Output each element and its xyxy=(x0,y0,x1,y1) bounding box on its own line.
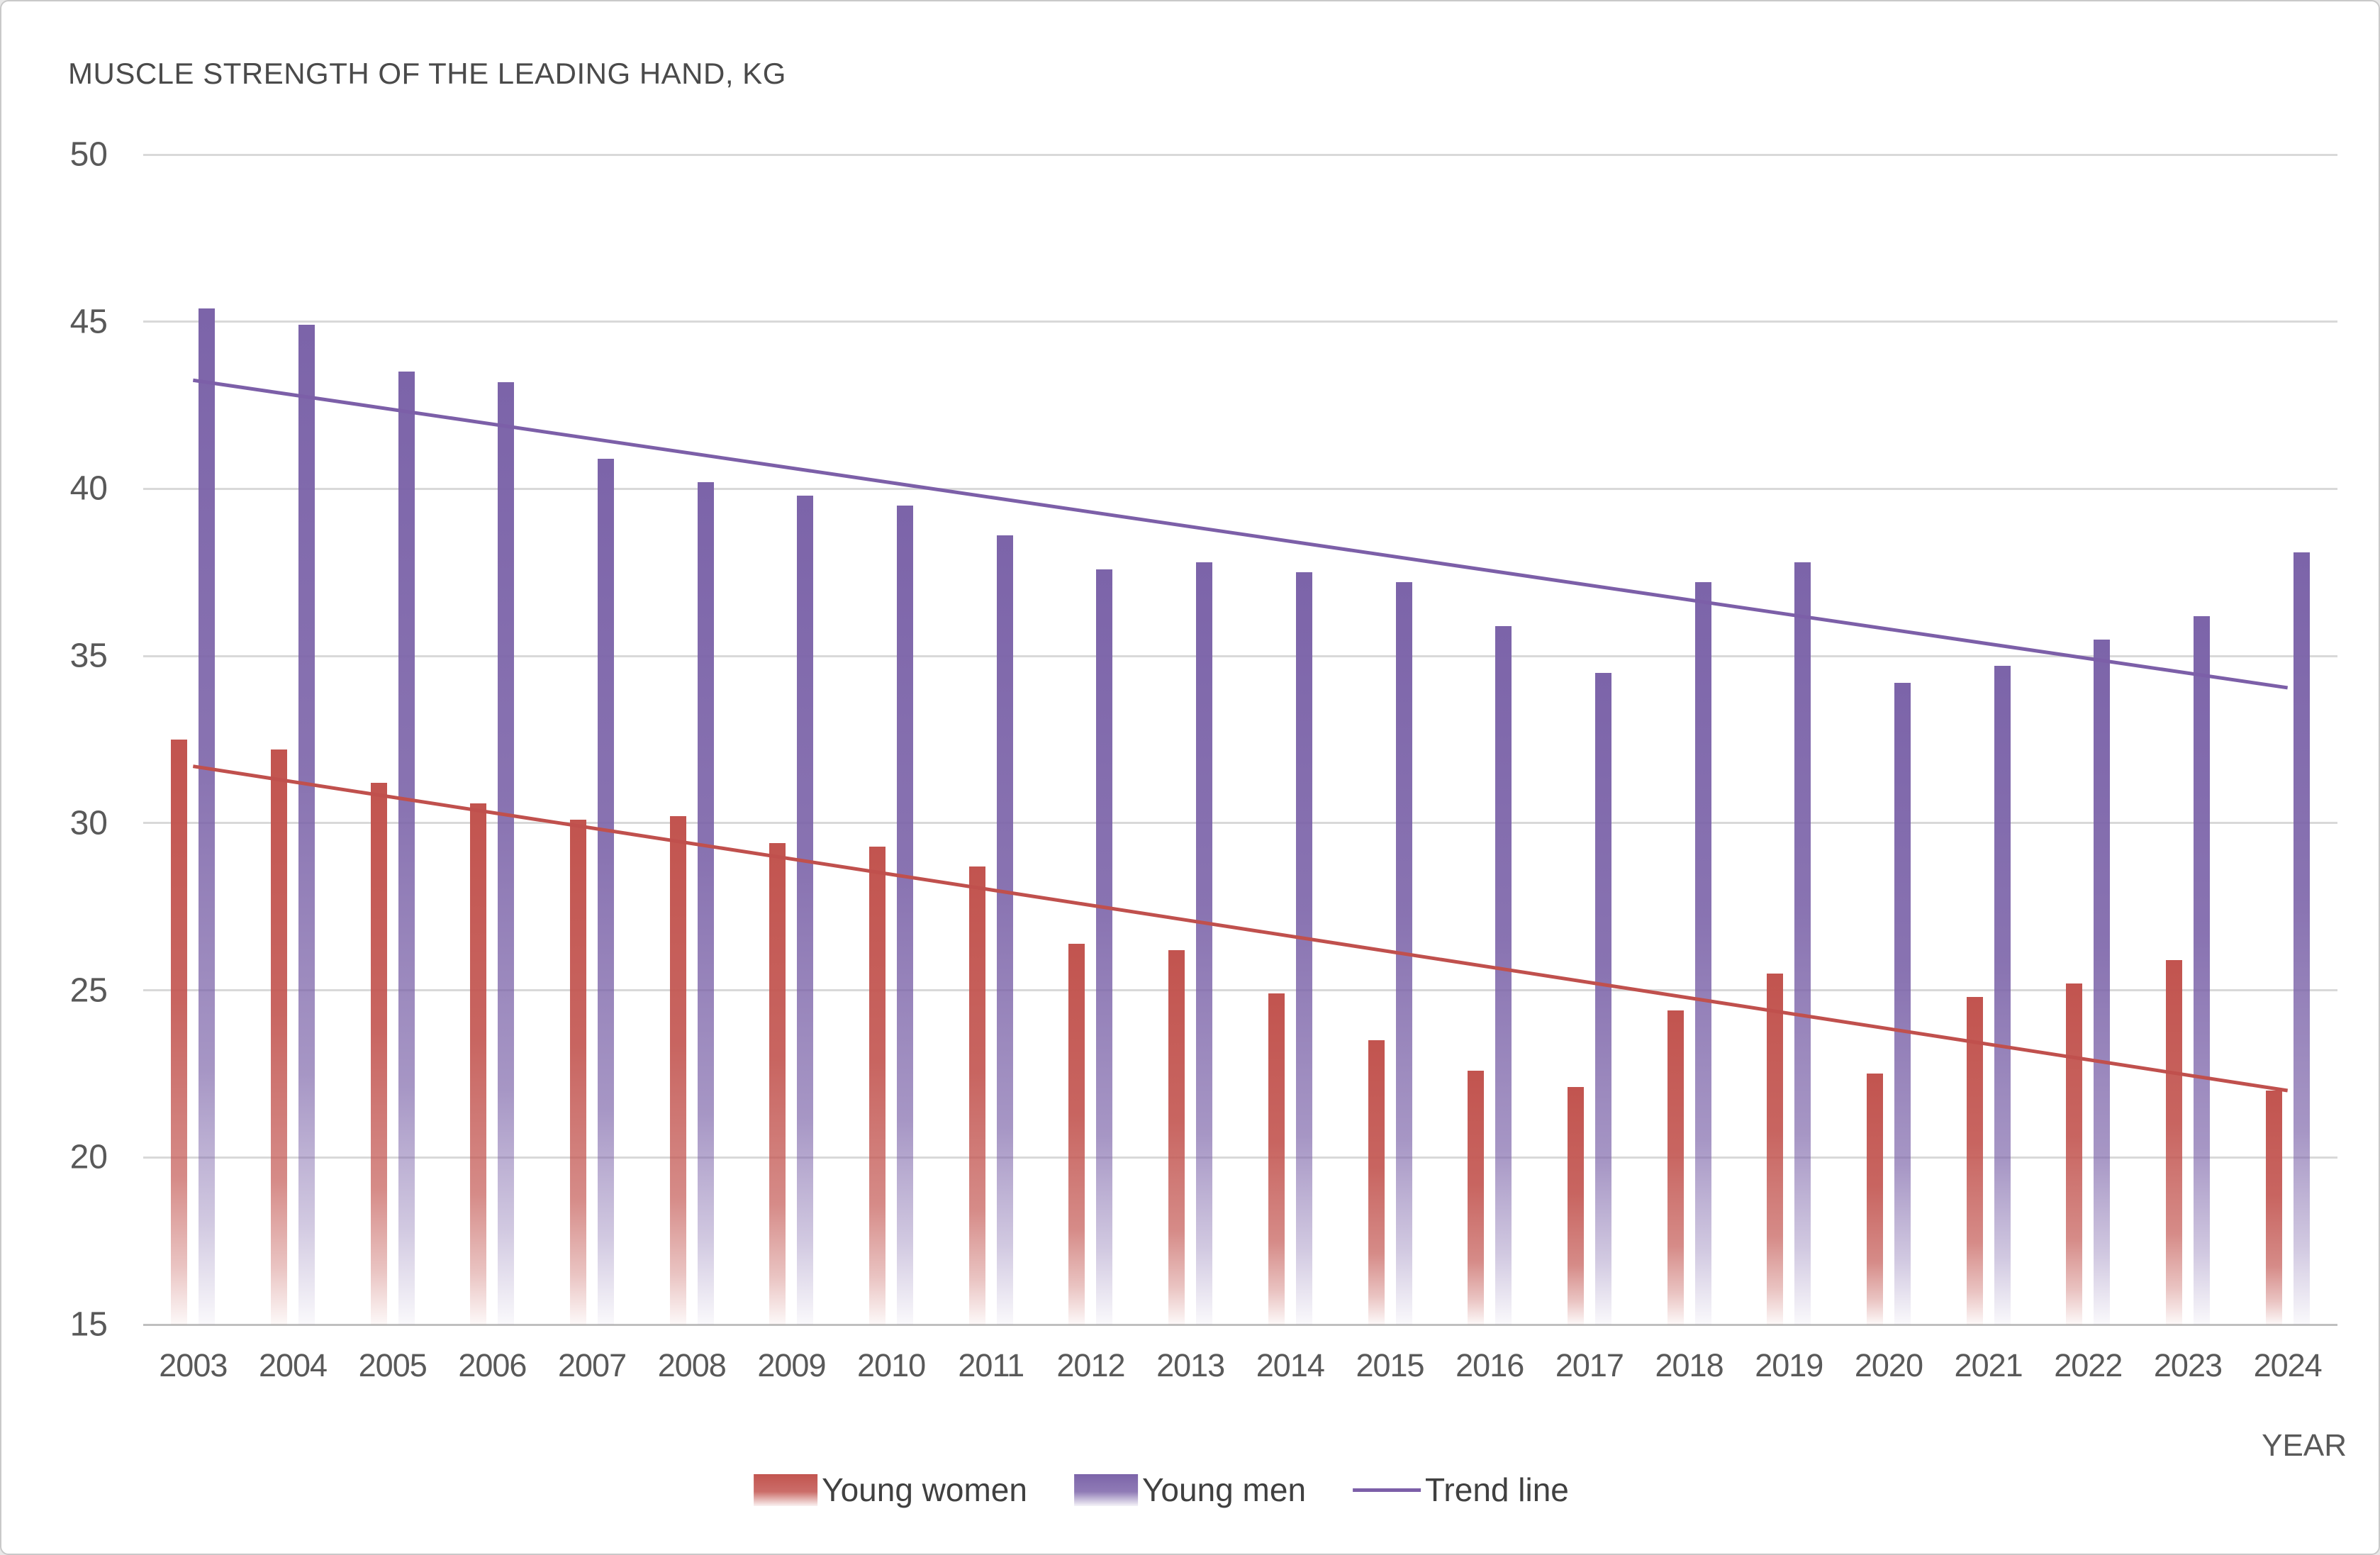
y-tick-label-15: 15 xyxy=(69,1305,108,1344)
bar-young-men-2017 xyxy=(1594,672,1611,1325)
bar-young-men-2008 xyxy=(697,482,714,1325)
bar-young-men-2015 xyxy=(1395,582,1412,1325)
bar-young-women-2009 xyxy=(769,843,786,1325)
bar-young-women-2006 xyxy=(470,803,487,1325)
x-tick-label-2020: 2020 xyxy=(1854,1347,1923,1383)
legend-label-young-women: Young women xyxy=(822,1471,1027,1508)
x-tick-label-2006: 2006 xyxy=(458,1347,527,1383)
bar-young-men-2011 xyxy=(996,535,1013,1325)
x-tick-label-2011: 2011 xyxy=(958,1347,1024,1383)
bar-young-women-2020 xyxy=(1866,1074,1883,1325)
bar-young-men-2003 xyxy=(199,308,216,1325)
trend-line-swatch xyxy=(1353,1488,1421,1492)
bar-young-women-2010 xyxy=(869,846,886,1325)
bar-young-women-2015 xyxy=(1368,1040,1385,1325)
bar-young-women-2016 xyxy=(1468,1070,1485,1325)
x-tick-label-2013: 2013 xyxy=(1156,1347,1225,1383)
legend-item-young-women: Young women xyxy=(754,1471,1027,1509)
x-tick-label-2005: 2005 xyxy=(358,1347,428,1383)
bar-young-women-2023 xyxy=(2165,960,2182,1325)
legend-label-trend-line: Trend line xyxy=(1425,1471,1569,1508)
x-tick-label-2024: 2024 xyxy=(2253,1347,2323,1383)
x-tick-label-2010: 2010 xyxy=(857,1347,926,1383)
bar-young-women-2019 xyxy=(1767,974,1784,1325)
bar-young-women-2017 xyxy=(1567,1087,1584,1325)
x-tick-label-2017: 2017 xyxy=(1555,1347,1624,1383)
x-tick-label-2022: 2022 xyxy=(2054,1347,2123,1383)
bar-young-men-2016 xyxy=(1495,625,1512,1325)
y-tick-label-35: 35 xyxy=(69,637,108,675)
bar-young-men-2020 xyxy=(1894,682,1911,1325)
x-tick-label-2007: 2007 xyxy=(558,1347,627,1383)
bar-young-men-2004 xyxy=(298,325,315,1325)
x-tick-label-2008: 2008 xyxy=(657,1347,727,1383)
bar-young-women-2004 xyxy=(271,749,288,1325)
bar-young-men-2023 xyxy=(2193,615,2210,1325)
bar-young-women-2012 xyxy=(1068,943,1085,1325)
y-tick-label-20: 20 xyxy=(69,1138,108,1176)
legend-label-young-men: Young men xyxy=(1141,1471,1307,1508)
x-tick-label-2003: 2003 xyxy=(159,1347,228,1383)
x-tick-label-2021: 2021 xyxy=(1954,1347,2023,1383)
y-tick-label-45: 45 xyxy=(69,303,108,341)
gridline-20 xyxy=(143,1156,2337,1159)
y-tick-label-50: 50 xyxy=(69,135,108,174)
bar-young-women-2007 xyxy=(570,820,587,1325)
bar-young-men-2018 xyxy=(1694,582,1711,1325)
x-tick-label-2015: 2015 xyxy=(1356,1347,1424,1383)
bar-young-men-2013 xyxy=(1196,562,1213,1325)
bar-young-women-2014 xyxy=(1268,993,1285,1325)
bar-young-women-2005 xyxy=(370,783,387,1325)
bar-young-women-2013 xyxy=(1168,950,1185,1325)
gridline-35 xyxy=(143,654,2337,657)
x-tick-label-2004: 2004 xyxy=(258,1347,328,1383)
x-tick-label-2023: 2023 xyxy=(2153,1347,2223,1383)
young-men-swatch xyxy=(1073,1473,1138,1506)
x-tick-label-2009: 2009 xyxy=(757,1347,826,1383)
x-axis-title: YEAR xyxy=(2262,1428,2347,1463)
bar-young-women-2024 xyxy=(2265,1091,2282,1325)
bar-young-men-2007 xyxy=(598,459,615,1325)
x-tick-label-2019: 2019 xyxy=(1755,1347,1823,1383)
gridline-40 xyxy=(143,487,2337,490)
bar-young-men-2012 xyxy=(1096,569,1113,1325)
bar-young-men-2021 xyxy=(1994,666,2011,1325)
bar-young-women-2018 xyxy=(1667,1010,1684,1325)
legend-item-young-men: Young men xyxy=(1073,1471,1307,1509)
x-tick-label-2012: 2012 xyxy=(1056,1347,1125,1383)
bar-young-women-2021 xyxy=(1966,997,1983,1325)
bar-young-men-2005 xyxy=(398,372,415,1325)
bar-young-men-2022 xyxy=(2094,639,2111,1325)
bar-young-men-2006 xyxy=(498,381,515,1325)
x-tick-label-2016: 2016 xyxy=(1456,1347,1524,1383)
bar-young-women-2008 xyxy=(669,816,686,1325)
y-tick-label-30: 30 xyxy=(69,804,108,842)
legend-item-trend-line: Trend line xyxy=(1353,1471,1569,1509)
gridline-50 xyxy=(143,153,2337,156)
bar-young-men-2010 xyxy=(897,506,914,1325)
y-tick-label-40: 40 xyxy=(69,469,108,508)
x-tick-label-2018: 2018 xyxy=(1655,1347,1724,1383)
gridline-45 xyxy=(143,321,2337,323)
bar-young-men-2014 xyxy=(1295,572,1312,1325)
young-women-swatch xyxy=(754,1473,818,1506)
y-tick-label-25: 25 xyxy=(69,971,108,1010)
chart-title: MUSCLE STRENGTH OF THE LEADING HAND, KG xyxy=(68,57,786,90)
x-tick-label-2014: 2014 xyxy=(1256,1347,1325,1383)
legend: Young women Young men Trend line xyxy=(754,1471,1569,1509)
bar-young-women-2003 xyxy=(171,740,188,1325)
gridline-15 xyxy=(143,1323,2337,1326)
bar-young-women-2022 xyxy=(2066,983,2083,1325)
bar-young-men-2019 xyxy=(1794,562,1811,1325)
bar-young-men-2024 xyxy=(2293,552,2310,1325)
bar-young-women-2011 xyxy=(968,866,985,1325)
bar-young-men-2009 xyxy=(797,495,814,1325)
